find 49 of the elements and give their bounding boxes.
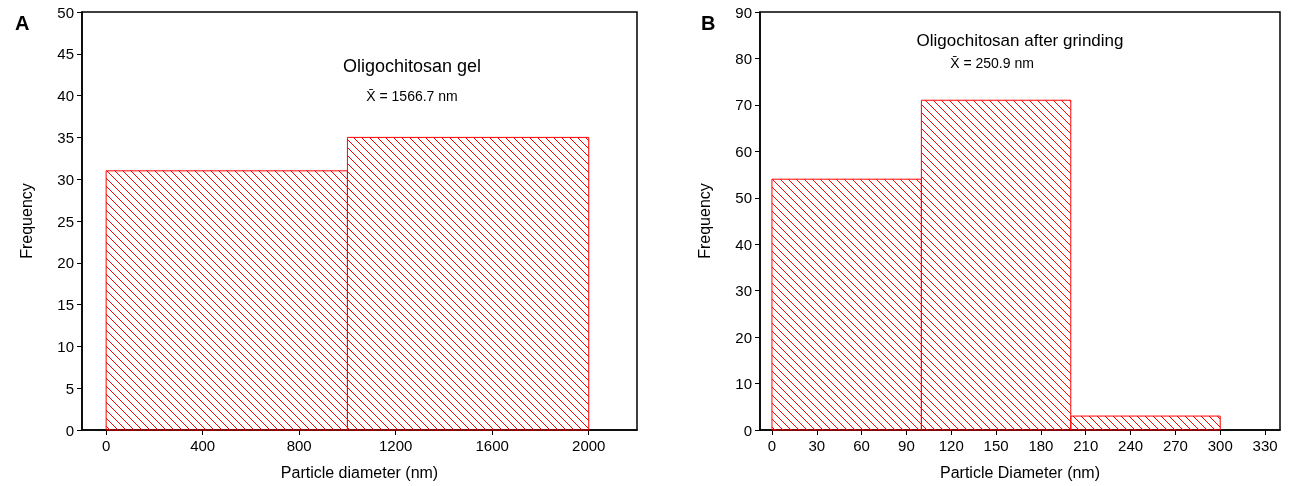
x-tick-label: 330 bbox=[1252, 437, 1278, 454]
x-tick-label: 270 bbox=[1162, 437, 1188, 454]
x-axis-title: Particle diameter (nm) bbox=[280, 463, 439, 481]
x-tick-label: 30 bbox=[808, 437, 826, 454]
y-tick-label: 10 bbox=[57, 337, 74, 355]
y-tick-label: 15 bbox=[57, 296, 74, 314]
y-tick-label: 80 bbox=[735, 49, 752, 67]
y-tick-label: 35 bbox=[57, 128, 74, 146]
y-tick-label: 60 bbox=[735, 142, 752, 160]
x-axis-title: Particle Diameter (nm) bbox=[939, 463, 1101, 481]
y-tick-label: 50 bbox=[57, 3, 74, 21]
y-tick-label: 70 bbox=[735, 96, 752, 114]
y-tick-label: 90 bbox=[735, 3, 752, 21]
x-tick-label: 150 bbox=[983, 437, 1009, 454]
annotation: Oligochitosan after grinding bbox=[916, 30, 1124, 50]
y-tick-label: 0 bbox=[65, 421, 74, 439]
y-axis-title: Frequency bbox=[695, 183, 713, 259]
y-tick-label: 40 bbox=[57, 87, 74, 105]
chart-title: A bbox=[15, 12, 30, 34]
x-tick-label: 2000 bbox=[572, 437, 606, 454]
chart-title: B bbox=[701, 12, 716, 34]
y-tick-label: 10 bbox=[735, 375, 752, 393]
y-tick-label: 0 bbox=[743, 421, 752, 439]
y-tick-label: 30 bbox=[735, 282, 752, 300]
y-tick-label: 25 bbox=[57, 212, 74, 230]
x-tick-label: 210 bbox=[1073, 437, 1099, 454]
annotation: Oligochitosan gel bbox=[342, 56, 482, 76]
y-tick-label: 20 bbox=[735, 328, 752, 346]
y-axis-title: Frequency bbox=[17, 183, 35, 259]
x-tick-label: 400 bbox=[190, 437, 216, 454]
x-tick-label: 60 bbox=[853, 437, 870, 454]
y-tick-label: 5 bbox=[65, 379, 74, 397]
x-tick-label: 240 bbox=[1118, 437, 1144, 454]
x-tick-label: 800 bbox=[286, 437, 312, 454]
x-tick-label: 0 bbox=[767, 437, 777, 454]
x-tick-label: 90 bbox=[898, 437, 915, 454]
x-tick-label: 1200 bbox=[379, 437, 413, 454]
annotation: X̄ = 1566.7 nm bbox=[366, 88, 458, 104]
x-tick-label: 120 bbox=[938, 437, 964, 454]
x-tick-label: 0 bbox=[101, 437, 111, 454]
x-tick-label: 300 bbox=[1207, 437, 1233, 454]
y-tick-label: 50 bbox=[735, 189, 752, 207]
annotation: X̄ = 250.9 nm bbox=[950, 55, 1034, 71]
y-tick-label: 40 bbox=[735, 235, 752, 253]
y-tick-label: 30 bbox=[57, 170, 74, 188]
x-tick-label: 1600 bbox=[475, 437, 509, 454]
y-tick-label: 20 bbox=[57, 254, 74, 272]
x-tick-label: 180 bbox=[1028, 437, 1054, 454]
y-tick-label: 45 bbox=[57, 45, 74, 63]
